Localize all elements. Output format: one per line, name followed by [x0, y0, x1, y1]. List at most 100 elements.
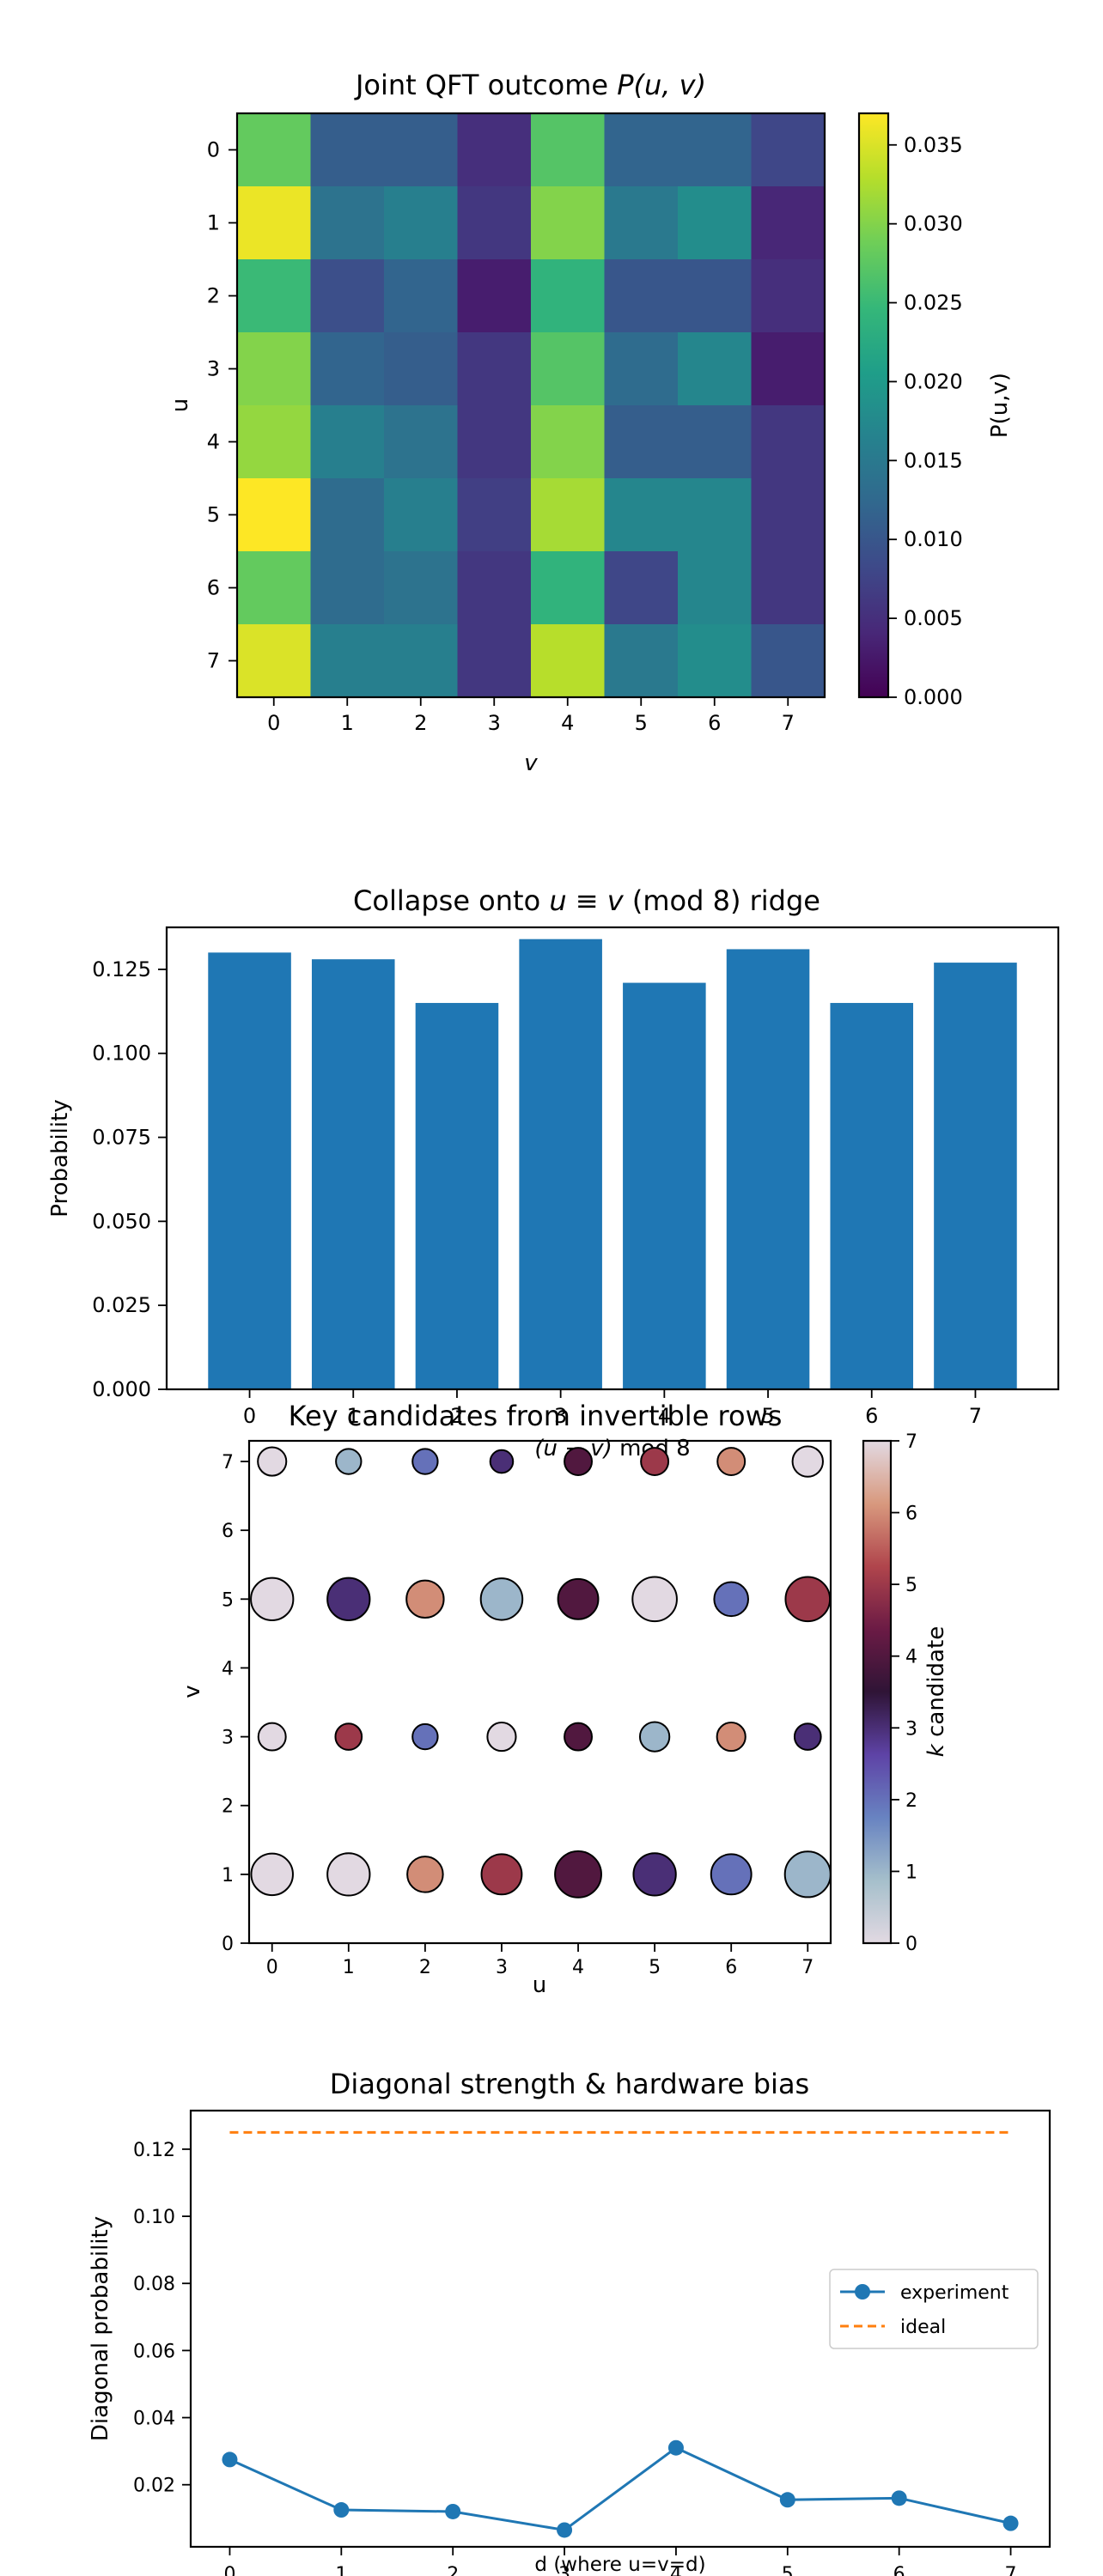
line-x-tick-label: 7 [1005, 2564, 1017, 2576]
scatter-point [554, 1850, 602, 1899]
bar-y-tick-label: 0.025 [92, 1293, 151, 1317]
scatter-points [250, 1445, 832, 1899]
heatmap-cell [384, 624, 459, 698]
heatmap-cell [604, 478, 679, 552]
bar-x-tick-label: 1 [347, 1404, 360, 1428]
heatmap-x-tick-label: 1 [341, 711, 354, 735]
bar-y-tick-label: 0.075 [92, 1126, 151, 1150]
heatmap-colorbar-tick-label: 0.030 [904, 212, 963, 236]
heatmap-colorbar-label: P(u,v) [987, 373, 1013, 438]
heatmap-y-tick-label: 6 [207, 576, 220, 600]
bar-x-tick-label: 3 [554, 1404, 567, 1428]
scatter-x-tick-label: 3 [496, 1957, 508, 1978]
heatmap-cell [531, 551, 606, 625]
heatmap-cell [678, 113, 753, 187]
heatmap-cell [457, 551, 532, 625]
scatter-point [257, 1446, 288, 1477]
heatmap-cell [531, 624, 606, 698]
scatter-point [631, 1576, 678, 1623]
heatmap-x-tick-label: 0 [267, 711, 280, 735]
line-title: Diagonal strength & hardware bias [330, 2068, 809, 2100]
bar-y-ticks: 0.000 0.025 0.050 0.075 0.100 0.125 [92, 957, 167, 1401]
heatmap-y-tick-label: 1 [207, 211, 220, 235]
heatmap-cell [531, 113, 606, 187]
scatter-frame [247, 1439, 832, 1945]
heatmap-y-tick-label: 2 [207, 284, 220, 308]
line-x-tick-label: 5 [782, 2564, 794, 2576]
experiment-point [667, 2439, 684, 2456]
experiment-point [891, 2490, 907, 2506]
heatmap-cell [678, 478, 753, 552]
heatmap-cell [678, 186, 753, 260]
bar-x-tick-label: 4 [658, 1404, 671, 1428]
line-y-ticks: 0.02 0.04 0.06 0.08 0.10 0.12 [133, 2140, 191, 2497]
heatmap-cell [457, 405, 532, 479]
scatter-x-tick-label: 7 [801, 1957, 814, 1978]
line-x-tick-label: 0 [223, 2564, 235, 2576]
bar [311, 959, 395, 1389]
line-x-tick-label: 3 [558, 2564, 570, 2576]
heatmap-cell [457, 113, 532, 187]
heatmap-colorbar-frame [857, 112, 890, 699]
scatter-colorbar-tick-label: 3 [905, 1718, 917, 1740]
scatter-y-tick-label: 1 [222, 1865, 234, 1886]
legend-experiment-label: experiment [900, 2282, 1009, 2304]
heatmap-cell [237, 551, 312, 625]
heatmap-cell [384, 551, 459, 625]
heatmap-cell [457, 259, 532, 333]
heatmap-cell [751, 332, 826, 406]
scatter-colorbar-label: k candidate [923, 1626, 949, 1757]
scatter-y-tick-label: 0 [222, 1934, 234, 1955]
scatter-x-ticks: 0 1 2 3 4 5 6 7 [266, 1943, 814, 1978]
scatter-point [640, 1447, 670, 1477]
line-y-tick-label: 0.10 [133, 2207, 175, 2228]
heatmap-cell [604, 332, 679, 406]
bar-y-tick-label: 0.050 [92, 1209, 151, 1233]
experiment-point [445, 2503, 461, 2519]
heatmap-x-tick-label: 2 [414, 711, 427, 735]
scatter-y-ticks: 0 1 2 3 4 5 6 7 [222, 1452, 249, 1955]
scatter-point [405, 1579, 445, 1619]
scatter-point [326, 1577, 371, 1621]
bar [415, 1003, 499, 1389]
scatter-point [784, 1576, 832, 1623]
experiment-point [557, 2522, 573, 2538]
scatter-x-tick-label: 6 [725, 1957, 737, 1978]
heatmap-y-tick-label: 0 [207, 138, 220, 162]
scatter-colorbar [863, 1441, 891, 1943]
scatter-point [638, 1721, 671, 1753]
line-chart: Diagonal strength & hardware bias 0 1 2 3 4 5… [88, 2068, 1051, 2576]
heatmap-cell [457, 624, 532, 698]
heatmap-x-tick-label: 4 [561, 711, 574, 735]
heatmap-x-axis-label: v [524, 750, 538, 776]
scatter-point [250, 1852, 294, 1897]
bar-y-tick-label: 0.125 [92, 957, 151, 981]
scatter-x-tick-label: 5 [649, 1957, 661, 1978]
scatter-point [257, 1722, 287, 1752]
line-x-tick-label: 2 [447, 2564, 459, 2576]
heatmap-cell [384, 478, 459, 552]
experiment-point [333, 2502, 350, 2518]
line-y-axis-label: Diagonal probability [88, 2216, 113, 2441]
scatter-point [791, 1445, 824, 1478]
heatmap-cell [604, 405, 679, 479]
legend-ideal-label: ideal [900, 2317, 946, 2338]
scatter-colorbar-tick-label: 6 [905, 1504, 917, 1525]
heatmap-cell [384, 186, 459, 260]
heatmap-colorbar-tick-label: 0.005 [904, 606, 963, 630]
heatmap-cell [604, 186, 679, 260]
bar [830, 1003, 914, 1389]
bar-x-tick-label: 7 [969, 1404, 982, 1428]
heatmap-cell [457, 186, 532, 260]
scatter-point [557, 1577, 600, 1620]
heatmap-cell [531, 186, 606, 260]
heatmap-cell [678, 405, 753, 479]
scatter-colorbar-tick-label: 2 [905, 1790, 917, 1812]
scatter-point [326, 1852, 371, 1897]
scatter-point [710, 1853, 753, 1896]
heatmap-y-axis-label: u [168, 398, 193, 412]
heatmap-cell [531, 405, 606, 479]
heatmap-y-tick-label: 5 [207, 503, 220, 527]
heatmap-chart: Joint QFT outcome P(u, v) 0 1 2 3 4 5 6 7 0 1 2 3 4… [168, 69, 1013, 776]
heatmap-cell [531, 478, 606, 552]
